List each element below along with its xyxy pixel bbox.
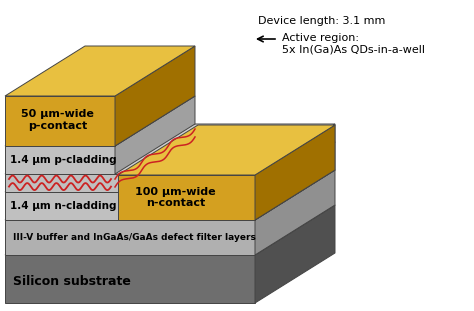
Polygon shape [255, 124, 335, 192]
Polygon shape [5, 174, 255, 192]
Text: 1.4 μm n-cladding: 1.4 μm n-cladding [10, 201, 117, 211]
Polygon shape [5, 96, 115, 146]
Polygon shape [5, 220, 255, 255]
Text: Active region:
5x In(Ga)As QDs-in-a-well: Active region: 5x In(Ga)As QDs-in-a-well [282, 33, 425, 55]
Polygon shape [5, 255, 255, 303]
Text: 1.4 μm p-cladding: 1.4 μm p-cladding [10, 155, 117, 165]
Polygon shape [255, 125, 335, 220]
Text: III-V buffer and InGaAs/GaAs defect filter layers: III-V buffer and InGaAs/GaAs defect filt… [13, 233, 256, 242]
Polygon shape [5, 124, 335, 174]
Text: 100 μm-wide
n-contact: 100 μm-wide n-contact [135, 187, 216, 208]
Polygon shape [118, 125, 335, 175]
Polygon shape [115, 46, 195, 146]
Polygon shape [5, 192, 255, 220]
Polygon shape [5, 46, 195, 96]
Polygon shape [118, 175, 255, 220]
Polygon shape [255, 142, 335, 220]
Polygon shape [5, 142, 335, 192]
Polygon shape [5, 205, 335, 255]
Polygon shape [5, 146, 115, 174]
Polygon shape [5, 96, 195, 146]
Text: Silicon substrate: Silicon substrate [13, 275, 131, 288]
Polygon shape [255, 205, 335, 303]
Text: Device length: 3.1 mm: Device length: 3.1 mm [258, 16, 385, 26]
Polygon shape [255, 170, 335, 255]
Polygon shape [115, 96, 195, 174]
Polygon shape [5, 170, 335, 220]
Text: 50 μm-wide
p-contact: 50 μm-wide p-contact [21, 109, 94, 131]
